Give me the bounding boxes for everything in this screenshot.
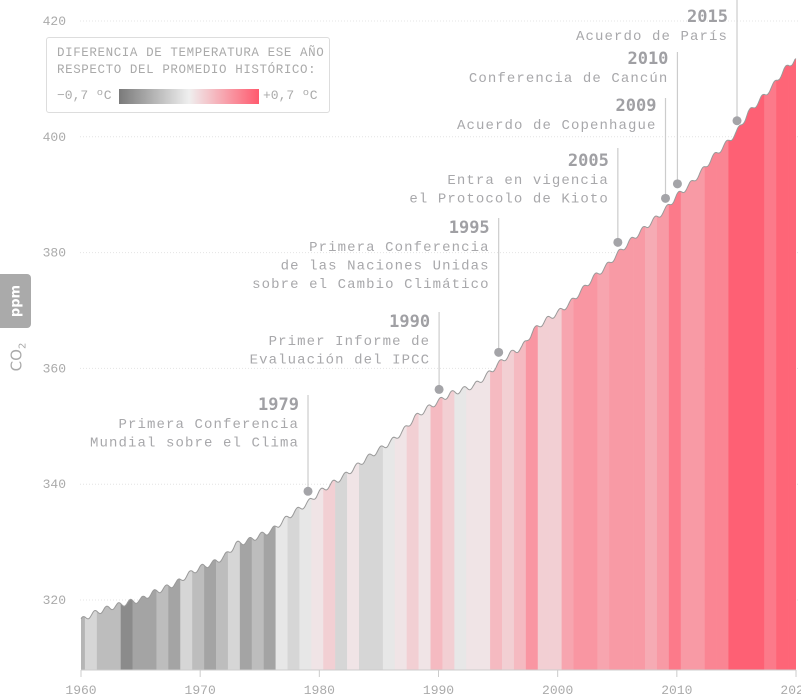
annotation-text: Conferencia de Cancún bbox=[469, 71, 669, 87]
year-stripe bbox=[585, 58, 598, 670]
annotation-text: Primer Informe de bbox=[269, 334, 431, 350]
year-stripe bbox=[561, 58, 574, 670]
annotation-2009: 2009 Acuerdo de Copenhague bbox=[457, 96, 671, 203]
annotations: 1979 Primera Conferencia Mundial sobre el … bbox=[90, 0, 742, 496]
annotation-text: el Protocolo de Kioto bbox=[409, 192, 609, 208]
annotation-year: 2010 bbox=[627, 49, 668, 69]
annotation-text: Acuerdo de París bbox=[576, 29, 728, 45]
annotation-text: de las Naciones Unidas bbox=[281, 259, 490, 275]
y-axis: 320 340 360 380 400 420 bbox=[43, 14, 66, 608]
year-stripe bbox=[537, 58, 550, 670]
year-stripe bbox=[513, 58, 527, 670]
year-stripe bbox=[716, 58, 729, 670]
x-tick-label: 1970 bbox=[185, 683, 216, 698]
y-tick-label: 400 bbox=[43, 130, 66, 145]
co2-line bbox=[80, 58, 797, 620]
year-stripe bbox=[776, 58, 789, 670]
annotation-2005: 2005 Entra en vigencia el Protocolo de Kio… bbox=[409, 148, 623, 247]
annotation-text: sobre el Cambio Climático bbox=[252, 277, 490, 293]
annotation-dot bbox=[732, 116, 742, 126]
annotation-text: Primera Conferencia bbox=[118, 417, 299, 433]
x-tick-label: 2020 bbox=[780, 683, 801, 698]
annotation-2010: 2010 Conferencia de Cancún bbox=[469, 49, 682, 189]
y-tick-label: 420 bbox=[43, 14, 66, 29]
annotation-dot bbox=[672, 179, 682, 189]
year-stripe bbox=[692, 58, 705, 670]
annotation-dot bbox=[613, 237, 623, 247]
year-stripe bbox=[597, 58, 610, 670]
year-stripe bbox=[573, 58, 586, 670]
annotation-dot bbox=[303, 486, 313, 496]
year-stripe bbox=[680, 58, 693, 670]
annotation-text: Mundial sobre el Clima bbox=[90, 436, 299, 452]
y-tick-label: 380 bbox=[43, 246, 66, 261]
year-stripe bbox=[502, 58, 515, 670]
annotation-year: 1979 bbox=[258, 395, 299, 415]
annotation-dot bbox=[434, 384, 444, 394]
annotation-text: Acuerdo de Copenhague bbox=[457, 118, 657, 134]
year-stripe bbox=[430, 58, 443, 670]
year-stripe bbox=[668, 58, 682, 670]
x-tick-label: 1980 bbox=[304, 683, 335, 698]
year-stripe bbox=[728, 58, 741, 670]
legend-min-label: −0,7 ºC bbox=[57, 88, 112, 103]
y-tick-label: 340 bbox=[43, 477, 66, 492]
year-stripe bbox=[490, 58, 503, 670]
year-stripe bbox=[549, 58, 562, 670]
year-stripe bbox=[704, 58, 717, 670]
annotation-dot bbox=[494, 347, 504, 357]
annotation-year: 2005 bbox=[568, 151, 609, 171]
legend-title: DIFERENCIA DE TEMPERATURA ESE AÑO RESPEC… bbox=[57, 45, 324, 79]
x-tick-label: 1960 bbox=[65, 683, 96, 698]
legend-title-line-1: DIFERENCIA DE TEMPERATURA ESE AÑO bbox=[57, 46, 325, 60]
annotation-text: Evaluación del IPCC bbox=[250, 353, 431, 369]
x-tick-label: 2000 bbox=[542, 683, 573, 698]
annotation-1990: 1990 Primer Informe de Evaluación del IPCC bbox=[250, 312, 444, 394]
year-stripe bbox=[478, 58, 491, 670]
annotation-text: Entra en vigencia bbox=[447, 173, 609, 189]
y-tick-label: 320 bbox=[43, 593, 66, 608]
y-axis-label-text: CO2 bbox=[7, 342, 29, 372]
year-stripe bbox=[466, 58, 479, 670]
annotation-1979: 1979 Primera Conferencia Mundial sobre el … bbox=[90, 395, 313, 496]
y-axis-unit-badge: ppm bbox=[0, 274, 31, 328]
y-axis-unit: ppm bbox=[8, 284, 23, 318]
annotation-year: 1990 bbox=[389, 312, 430, 332]
x-tick-label: 2010 bbox=[661, 683, 692, 698]
annotation-2015: 2015 Acuerdo de París bbox=[576, 0, 742, 126]
year-stripe bbox=[764, 58, 777, 670]
annotation-year: 1995 bbox=[449, 218, 490, 238]
year-stripe bbox=[454, 58, 467, 670]
x-tick-label: 1990 bbox=[423, 683, 454, 698]
year-stripe bbox=[656, 58, 670, 670]
annotation-text: Primera Conferencia bbox=[309, 240, 490, 256]
legend: DIFERENCIA DE TEMPERATURA ESE AÑO RESPEC… bbox=[46, 37, 330, 113]
annotation-year: 2015 bbox=[687, 7, 728, 27]
year-stripe bbox=[788, 58, 796, 670]
legend-max-label: +0,7 ºC bbox=[263, 88, 318, 103]
x-axis: 1960 1970 1980 1990 2000 2010 2020 bbox=[65, 669, 801, 698]
year-stripe bbox=[740, 58, 753, 670]
legend-title-line-2: RESPECTO DEL PROMEDIO HISTÓRICO: bbox=[57, 63, 317, 77]
annotation-dot bbox=[661, 193, 671, 203]
year-stripe bbox=[442, 58, 455, 670]
annotation-1995: 1995 Primera Conferencia de las Naciones U… bbox=[252, 218, 504, 357]
year-stripe bbox=[752, 58, 765, 670]
legend-color-scale bbox=[119, 89, 259, 104]
annotation-year: 2009 bbox=[616, 96, 657, 116]
y-tick-label: 360 bbox=[43, 361, 66, 376]
y-axis-label: CO2 bbox=[4, 342, 32, 372]
